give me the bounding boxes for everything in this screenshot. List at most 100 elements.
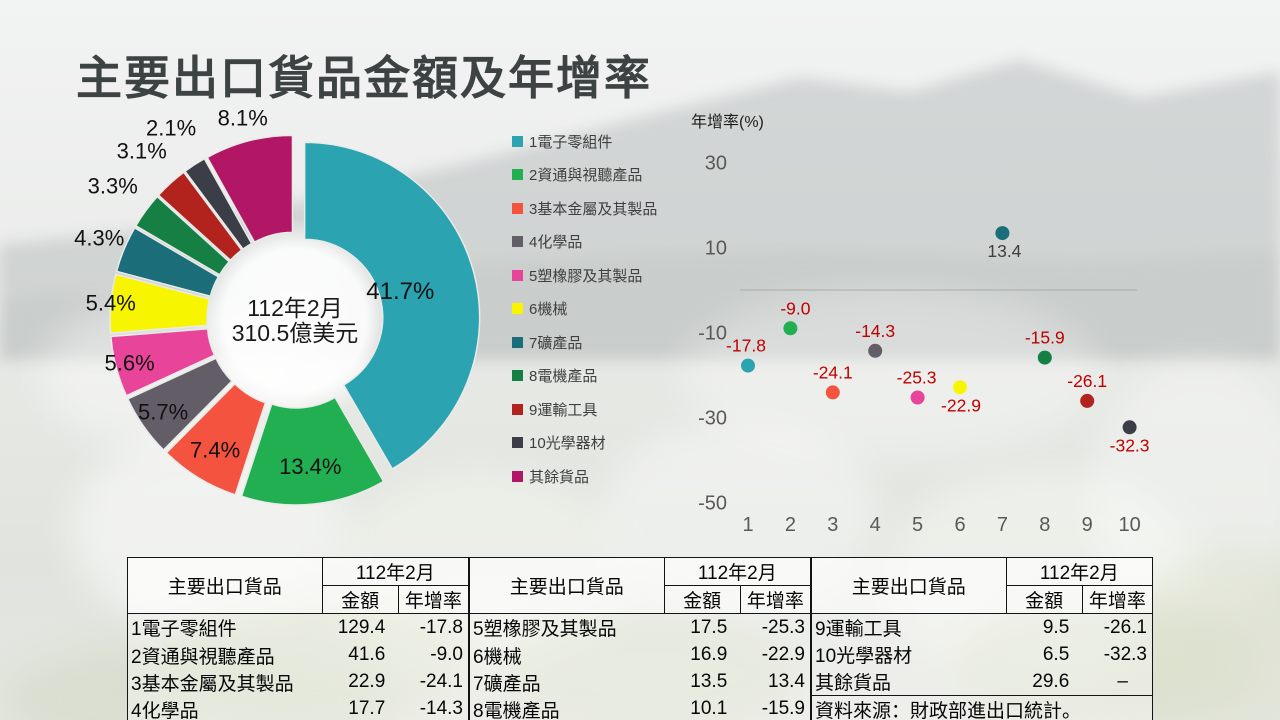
y-tick-label: -50 <box>698 493 727 515</box>
amount-cell: 13.5 <box>690 671 728 693</box>
donut-slice-label: 3.3% <box>88 173 138 198</box>
growth-cell: -14.3 <box>419 698 463 720</box>
point-value-label: -25.3 <box>897 368 937 388</box>
y-tick-label: 10 <box>705 238 727 260</box>
donut-slice <box>126 357 233 452</box>
legend-item: 9運輸工具 <box>512 399 657 419</box>
x-tick-label: 4 <box>870 514 881 536</box>
growth-cell: – <box>1117 670 1128 692</box>
y-tick-label: 30 <box>705 153 727 175</box>
legend-label: 4化學品 <box>529 234 583 251</box>
table-row: 3基本金屬及其製品 22.9 -24.1 <box>128 669 469 696</box>
donut-slice-label: 41.7% <box>366 278 434 305</box>
x-tick-label: 10 <box>1118 514 1140 536</box>
legend-item: 其餘貨品 <box>512 466 657 486</box>
growth-cell: -24.1 <box>419 671 463 693</box>
export-table: 主要出口貨品 112年2月 金額 年增率 1電子零組件 129.4 -17.8 2資通與視聽產… <box>127 557 469 720</box>
goods-name-cell: 4化學品 <box>131 700 199 720</box>
point-value-label: -22.9 <box>941 395 981 415</box>
growth-cell: -32.3 <box>1103 643 1147 665</box>
legend-swatch <box>512 202 523 214</box>
legend-swatch <box>512 437 523 448</box>
point-value-label: -14.3 <box>855 321 895 341</box>
table-header-growth: 年增率 <box>740 585 811 615</box>
table-row: 7礦產品 13.5 13.4 <box>470 669 811 696</box>
donut-slice <box>183 157 253 251</box>
amount-cell: 22.9 <box>348 671 386 693</box>
chart-legend: 1電子零組件 2資通與視聽產品 3基本金屬及其製品 4化學品 5塑橡膠及其製品 6機械 7礦… <box>512 131 657 500</box>
donut-slice-label: 7.4% <box>190 438 240 463</box>
legend-label: 10光學器材 <box>529 435 606 452</box>
legend-item: 6機械 <box>512 299 657 319</box>
table-header-row: 金額 年增率 <box>812 585 1153 614</box>
legend-swatch <box>512 303 523 314</box>
export-table: 主要出口貨品 112年2月 金額 年增率 9運輸工具 9.5 -26.1 10光學器材 6.5 -… <box>811 557 1153 720</box>
amount-cell: 17.7 <box>348 698 386 720</box>
amount-cell: 9.5 <box>1042 616 1070 638</box>
x-tick-label: 1 <box>742 514 753 536</box>
growth-cell: -9.0 <box>430 644 463 666</box>
scatter-point <box>953 380 967 395</box>
table-header-period: 112年2月 <box>1006 557 1153 586</box>
table-header-row: 金額 年增率 <box>470 585 811 615</box>
goods-name-cell: 9運輸工具 <box>815 619 902 640</box>
x-tick-label: 3 <box>827 514 838 536</box>
donut-slice <box>206 134 294 244</box>
table-row: 2資通與視聽產品 41.6 -9.0 <box>128 641 469 668</box>
donut-slice-label: 3.1% <box>117 138 167 163</box>
amount-cell: 16.9 <box>690 644 728 666</box>
y-tick-label: -30 <box>698 408 727 430</box>
table-header-goods: 主要出口貨品 <box>469 557 665 615</box>
legend-item: 4化學品 <box>512 232 657 252</box>
legend-swatch <box>512 236 523 247</box>
amount-cell: 10.1 <box>690 698 728 720</box>
table-header-growth: 年增率 <box>1082 585 1153 614</box>
scatter-point <box>783 321 798 336</box>
table-header-row: 主要出口貨品 112年2月 <box>127 557 469 615</box>
legend-swatch <box>512 169 523 180</box>
scatter-point <box>1122 420 1137 435</box>
legend-swatch <box>512 403 523 415</box>
legend-swatch <box>512 336 523 348</box>
table-row: 4化學品 17.7 -14.3 <box>128 696 469 720</box>
donut-slice-label: 4.3% <box>74 226 124 251</box>
legend-label: 7礦產品 <box>529 334 583 352</box>
donut-slice <box>240 396 385 506</box>
table-header-period: 112年2月 <box>664 557 811 587</box>
scatter-point <box>1037 350 1052 365</box>
donut-hole <box>193 218 397 422</box>
legend-item: 10光學器材 <box>512 433 657 453</box>
table-header-row: 主要出口貨品 112年2月 <box>469 557 811 615</box>
table-row: 5塑橡膠及其製品 17.5 -25.3 <box>470 614 811 642</box>
summary-tables: 主要出口貨品 112年2月 金額 年增率 1電子零組件 129.4 -17.8 2資通與視聽產… <box>127 557 1153 720</box>
legend-swatch <box>512 269 523 281</box>
scatter-point <box>995 226 1010 241</box>
legend-item: 8電機產品 <box>512 366 657 386</box>
amount-cell: 29.6 <box>1032 670 1070 692</box>
legend-item: 7礦產品 <box>512 332 657 352</box>
x-tick-label: 6 <box>954 514 965 536</box>
legend-swatch <box>512 370 523 381</box>
scatter-point <box>1080 393 1095 408</box>
point-value-label: 13.4 <box>987 241 1021 261</box>
amount-cell: 17.5 <box>690 616 728 638</box>
donut-slice <box>134 195 231 276</box>
table-header-goods: 主要出口貨品 <box>811 557 1007 614</box>
goods-name-cell: 2資通與視聽產品 <box>131 646 275 668</box>
legend-item: 3基本金屬及其製品 <box>512 198 657 218</box>
scatter-point <box>825 385 840 400</box>
y-tick-label: -10 <box>698 323 727 345</box>
table-row: 10光學器材 6.5 -32.3 <box>812 641 1153 668</box>
table-header-row: 金額 年增率 <box>128 585 469 615</box>
goods-name-cell: 7礦產品 <box>473 673 541 695</box>
point-value-label: -24.1 <box>813 362 853 382</box>
amount-cell: 129.4 <box>337 616 386 638</box>
table-header-row: 主要出口貨品 112年2月 <box>811 557 1153 614</box>
donut-chart: 41.7% 13.4% 7.4%5.7% 5.6% 5.4% 4.3% 3.3% 3.1%2.… <box>74 106 481 506</box>
donut-slice <box>115 226 220 298</box>
table-header-period: 112年2月 <box>322 557 469 587</box>
goods-name-cell: 8電機產品 <box>473 700 560 720</box>
table-header-growth: 年增率 <box>398 585 469 615</box>
point-value-label: -15.9 <box>1025 328 1065 348</box>
legend-item: 5塑橡膠及其製品 <box>512 265 657 285</box>
